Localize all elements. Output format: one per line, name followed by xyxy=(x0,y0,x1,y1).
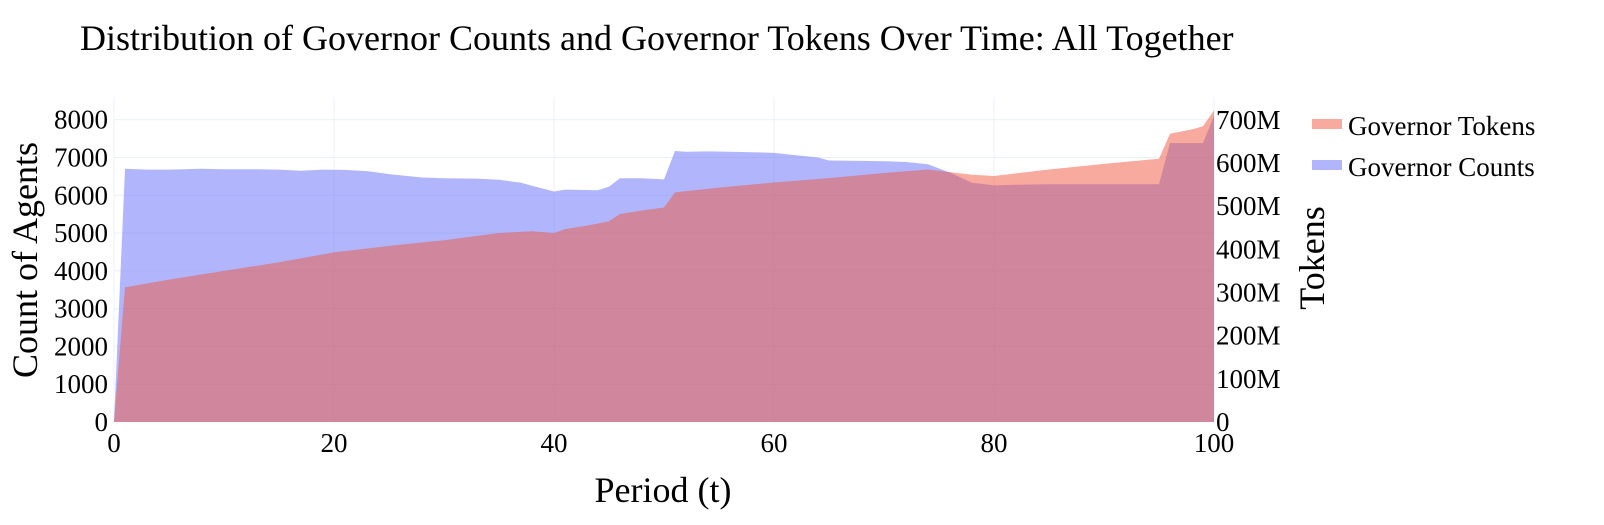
y2-tick-label: 300M xyxy=(1216,278,1281,308)
y2-tick-label: 400M xyxy=(1216,234,1281,264)
chart-title: Distribution of Governor Counts and Gove… xyxy=(80,18,1234,58)
y-axis-right: 0 100M 200M 300M 400M 500M 600M 700M xyxy=(1216,105,1281,437)
legend-label-governor-counts: Governor Counts xyxy=(1348,152,1535,182)
legend-swatch-governor-tokens xyxy=(1312,119,1342,129)
y-tick-label: 2000 xyxy=(54,331,108,361)
y-tick-label: 4000 xyxy=(54,256,108,286)
y2-tick-label: 700M xyxy=(1216,105,1281,135)
y-axis-left: 0 1000 2000 3000 4000 5000 6000 7000 8000 xyxy=(54,105,108,437)
y-tick-label: 1000 xyxy=(54,369,108,399)
y2-axis-title: Tokens xyxy=(1292,206,1332,309)
x-tick-label: 0 xyxy=(107,428,121,458)
y-axis-title: Count of Agents xyxy=(5,142,45,378)
x-tick-label: 80 xyxy=(981,428,1008,458)
y-tick-label: 7000 xyxy=(54,142,108,172)
legend[interactable]: Governor Tokens Governor Counts xyxy=(1312,111,1535,182)
y-tick-label: 3000 xyxy=(54,294,108,324)
y2-tick-label: 500M xyxy=(1216,191,1281,221)
plot-area xyxy=(114,110,1214,423)
y2-tick-label: 600M xyxy=(1216,148,1281,178)
y-tick-label: 5000 xyxy=(54,218,108,248)
x-tick-label: 40 xyxy=(541,428,568,458)
y2-tick-label: 0 xyxy=(1216,407,1230,437)
x-tick-label: 60 xyxy=(761,428,788,458)
area-governor-tokens xyxy=(114,110,1214,423)
y2-tick-label: 100M xyxy=(1216,364,1281,394)
legend-swatch-governor-counts xyxy=(1312,160,1342,170)
y-tick-label: 0 xyxy=(95,407,109,437)
x-axis-title: Period (t) xyxy=(595,470,732,510)
y2-tick-label: 200M xyxy=(1216,321,1281,351)
y-tick-label: 8000 xyxy=(54,105,108,135)
legend-item-governor-counts[interactable]: Governor Counts xyxy=(1312,152,1535,182)
x-tick-label: 100 xyxy=(1194,428,1235,458)
x-tick-label: 20 xyxy=(321,428,348,458)
legend-label-governor-tokens: Governor Tokens xyxy=(1348,111,1535,141)
legend-item-governor-tokens[interactable]: Governor Tokens xyxy=(1312,111,1535,141)
y-tick-label: 6000 xyxy=(54,180,108,210)
x-axis: 0 20 40 60 80 100 xyxy=(107,428,1234,458)
